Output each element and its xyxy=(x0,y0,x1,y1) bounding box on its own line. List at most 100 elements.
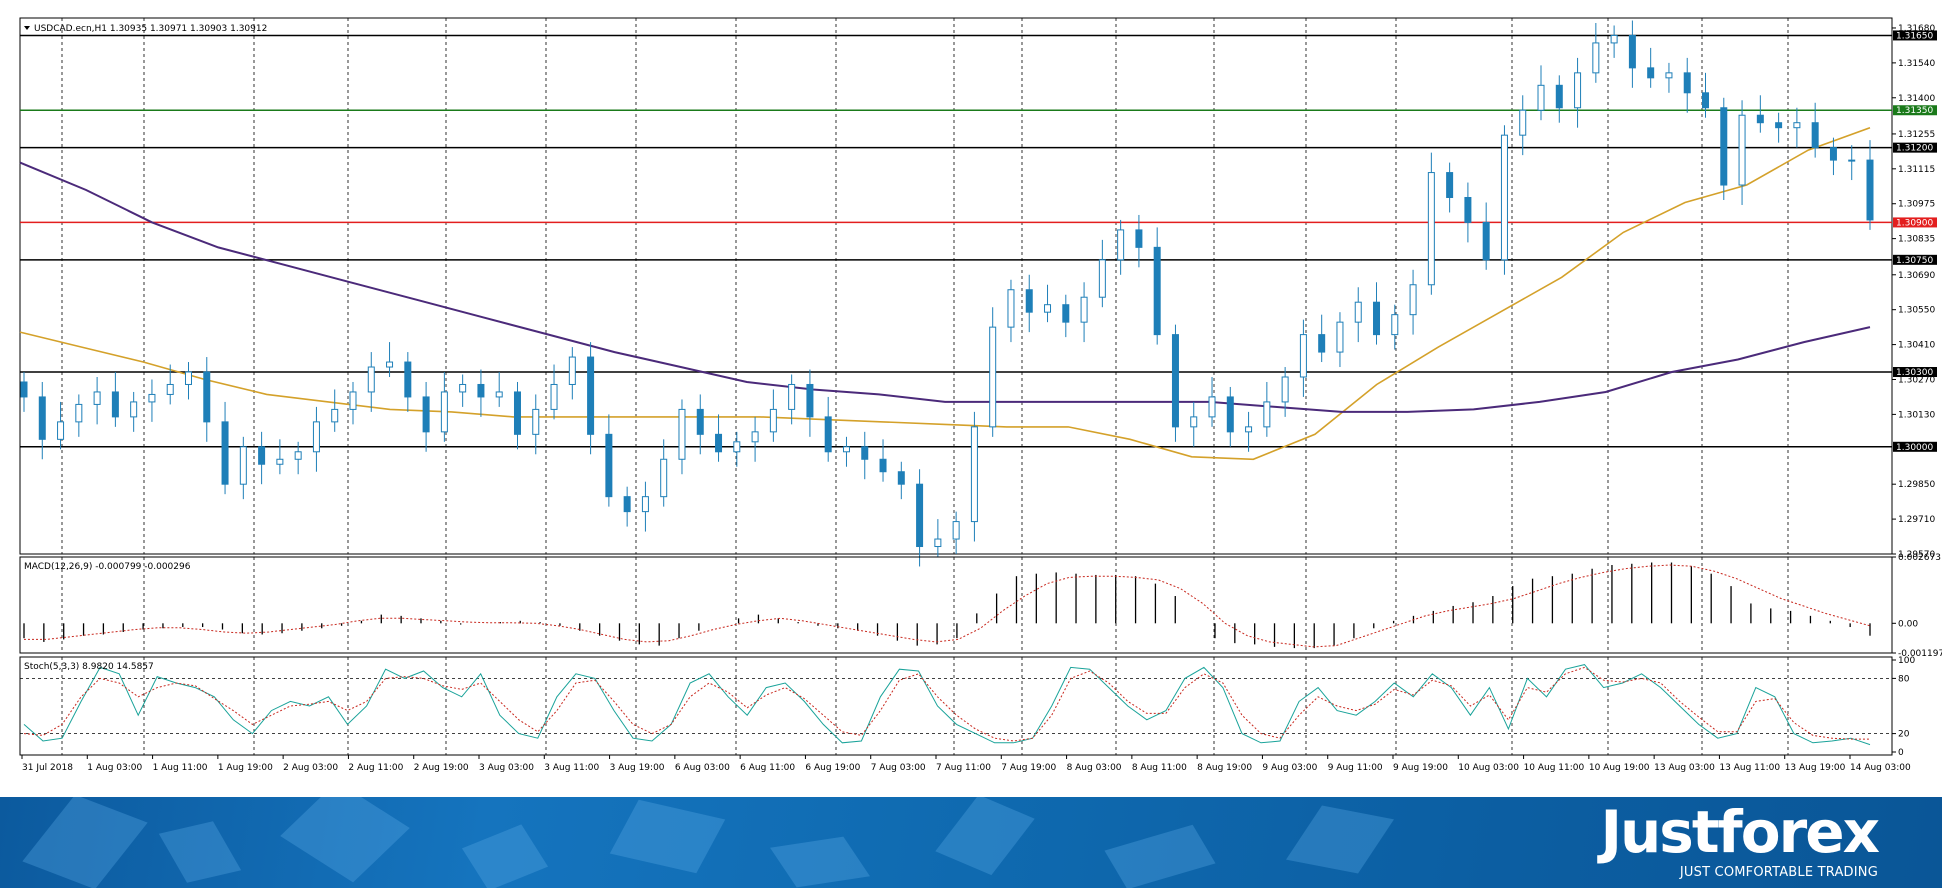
decor-shard xyxy=(770,836,870,888)
candle-body xyxy=(842,446,850,453)
candle-body xyxy=(1263,401,1271,428)
candle-body xyxy=(678,408,686,460)
macd-histogram xyxy=(23,562,1871,649)
candle-body xyxy=(550,383,558,410)
decor-shard xyxy=(22,797,148,888)
time-tick-label: 14 Aug 03:00 xyxy=(1850,763,1911,773)
candle-body xyxy=(605,433,613,498)
time-tick-label: 6 Aug 19:00 xyxy=(805,763,860,773)
candle-body xyxy=(1354,301,1362,323)
price-tick-label: 1.29710 xyxy=(1898,515,1935,525)
macd-tick-label: 0.00 xyxy=(1898,619,1918,629)
candle-body xyxy=(440,391,448,433)
candle-body xyxy=(57,421,65,440)
macd-signal-line xyxy=(24,564,1871,648)
candle-body xyxy=(1628,34,1636,69)
time-tick-label: 7 Aug 19:00 xyxy=(1001,763,1056,773)
candle-body xyxy=(824,416,832,453)
candle-body xyxy=(404,361,412,398)
macd-pane-title: MACD(12,26,9) -0.000799 -0.000296 xyxy=(24,562,191,572)
candle-body xyxy=(806,383,814,418)
candle-body xyxy=(1190,416,1198,428)
time-tick-label: 9 Aug 11:00 xyxy=(1328,763,1383,773)
candle-body xyxy=(1446,172,1454,198)
candle-body xyxy=(1811,122,1819,149)
level-price-label: 1.30900 xyxy=(1896,218,1933,228)
time-tick-label: 13 Aug 03:00 xyxy=(1654,763,1715,773)
candle-body xyxy=(1519,109,1527,136)
candle-body xyxy=(788,383,796,410)
time-axis: 31 Jul 2018 1 Aug 03:00 1 Aug 11:00 1 Aug 1… xyxy=(21,755,1911,773)
candle-body xyxy=(1245,426,1253,433)
level-price-tag xyxy=(1893,441,1937,452)
candle-body xyxy=(587,356,595,435)
candle-body xyxy=(93,391,101,405)
candle-body xyxy=(1464,196,1472,223)
time-tick-label: 1 Aug 19:00 xyxy=(218,763,273,773)
candle-body xyxy=(422,396,430,433)
price-tick-label: 1.30550 xyxy=(1898,306,1935,316)
candle-body xyxy=(276,458,284,465)
moving-average-line xyxy=(19,161,1871,413)
time-tick-label: 8 Aug 03:00 xyxy=(1067,763,1122,773)
candle-body xyxy=(1226,396,1234,433)
candle-body xyxy=(1500,134,1508,261)
candle-body xyxy=(1281,376,1289,403)
time-tick-label: 6 Aug 11:00 xyxy=(740,763,795,773)
time-tick-label: 2 Aug 11:00 xyxy=(348,763,403,773)
brand-name: Justforex xyxy=(1600,798,1880,866)
brand-tagline: JUST COMFORTABLE TRADING xyxy=(1679,865,1878,880)
level-price-tag xyxy=(1893,217,1937,228)
time-tick-label: 7 Aug 03:00 xyxy=(871,763,926,773)
candle-body xyxy=(952,521,960,540)
candle-body xyxy=(386,361,394,368)
candle-body xyxy=(1829,147,1837,161)
macd-pane-grid xyxy=(61,557,1789,653)
candle-body xyxy=(660,458,668,498)
level-price-tag xyxy=(1893,105,1937,116)
candle-body xyxy=(1793,122,1801,129)
level-price-label: 1.31200 xyxy=(1896,144,1933,154)
time-tick-label: 2 Aug 03:00 xyxy=(283,763,338,773)
candle-body xyxy=(1044,304,1052,313)
time-tick-label: 10 Aug 19:00 xyxy=(1589,763,1650,773)
candle-body xyxy=(623,496,631,513)
candle-body xyxy=(861,446,869,460)
candle-body xyxy=(733,441,741,453)
collapse-triangle-icon[interactable] xyxy=(24,26,30,30)
decor-shard xyxy=(935,797,1035,876)
main-pane-title: USDCAD.ecn,H1 1.30935 1.30971 1.30903 1.… xyxy=(34,24,267,34)
time-tick-label: 9 Aug 19:00 xyxy=(1393,763,1448,773)
macd-pane-frame xyxy=(19,556,1893,654)
candle-body xyxy=(532,408,540,435)
candle-body xyxy=(1702,92,1710,109)
candle-body xyxy=(1738,114,1746,186)
brand-footer: Justforex JUST COMFORTABLE TRADING xyxy=(0,797,1942,888)
time-tick-label: 9 Aug 03:00 xyxy=(1262,763,1317,773)
decor-shard xyxy=(158,821,242,883)
macd-signal-line xyxy=(24,564,1871,648)
candle-body xyxy=(148,393,156,403)
price-tick-label: 1.29850 xyxy=(1898,480,1935,490)
time-tick-label: 13 Aug 11:00 xyxy=(1719,763,1780,773)
stoch-pane-grid xyxy=(61,657,1789,755)
candle-body xyxy=(258,446,266,465)
candle-body xyxy=(1117,229,1125,261)
candle-body xyxy=(989,326,997,428)
level-price-label: 1.30300 xyxy=(1896,368,1933,378)
candle-body xyxy=(1336,321,1344,353)
candle-body xyxy=(1299,334,1307,378)
candle-body xyxy=(696,408,704,435)
decor-shard xyxy=(280,797,410,883)
candle-body xyxy=(1080,296,1088,323)
price-axis: 1.31680 1.31540 1.31400 1.31255 1.31115 1.309… xyxy=(1892,24,1935,560)
level-price-label: 1.31650 xyxy=(1896,31,1933,41)
candle-body xyxy=(1574,72,1582,109)
price-tick-label: 1.30835 xyxy=(1898,235,1935,245)
time-tick-label: 3 Aug 19:00 xyxy=(610,763,665,773)
price-tick-label: 1.30270 xyxy=(1898,375,1935,385)
chart-background xyxy=(0,0,1942,797)
stoch-pane-title: Stoch(5,3,3) 8.9820 14.5857 xyxy=(24,662,154,672)
candle-body xyxy=(879,458,887,473)
candle-body xyxy=(1007,289,1015,328)
